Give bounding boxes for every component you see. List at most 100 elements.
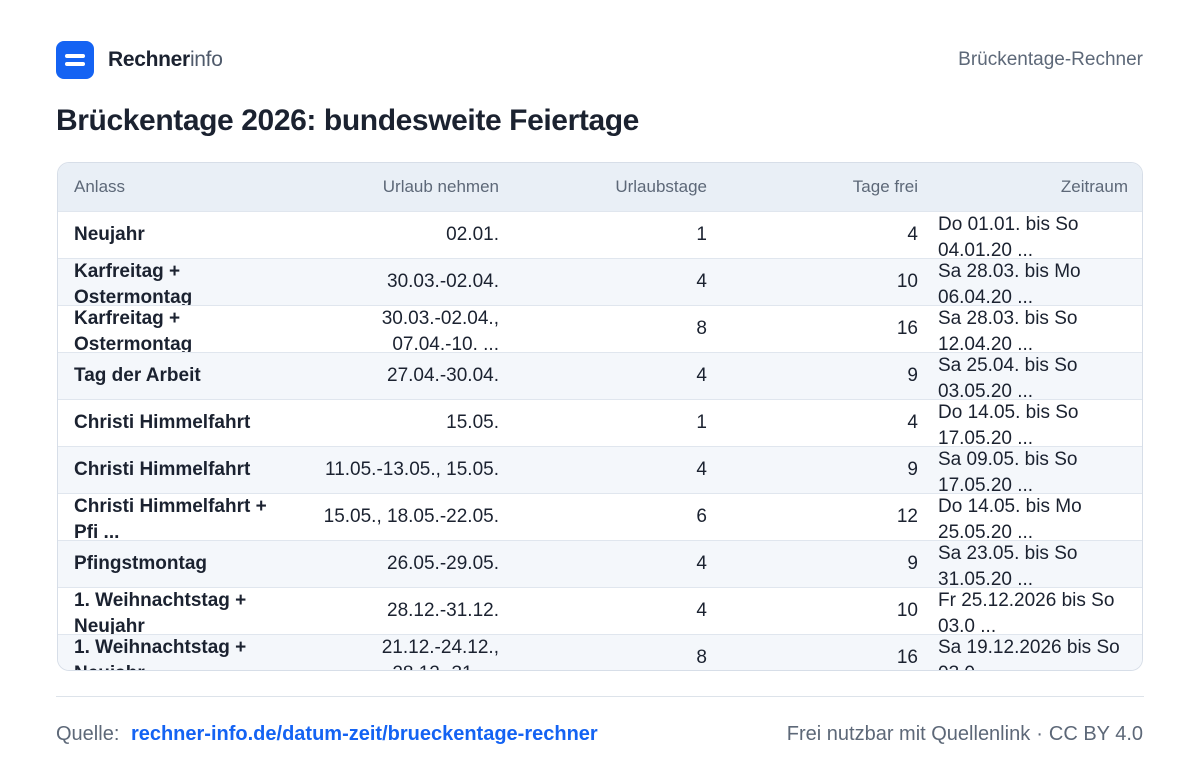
brand-name-strong: Rechner [108, 48, 190, 71]
cell-urlaub-nehmen-text: 28.12.-31.12. [387, 599, 499, 621]
cell-urlaub-nehmen: 30.03.-02.04., 07.04.-10. ... [303, 305, 515, 352]
cell-urlaubstage: 8 [515, 634, 723, 670]
brand-name: Rechnerinfo [108, 48, 223, 72]
table-row: Karfreitag + Ostermontag 30.03.-02.04. 4 10… [58, 258, 1142, 305]
source-line: Quelle: rechner-info.de/datum-zeit/bruec… [56, 723, 598, 746]
page-title: Brückentage 2026: bundesweite Feiertage [56, 104, 639, 137]
cell-tage-frei: 10 [723, 258, 934, 305]
calculator-name: Brückentage-Rechner [958, 49, 1143, 70]
cell-urlaub-nehmen: 28.12.-31.12. [303, 587, 515, 634]
page-header: Rechnerinfo Brückentage-Rechner [56, 40, 1143, 80]
cell-tage-frei-text: 10 [896, 599, 918, 621]
column-header-urlaub-nehmen: Urlaub nehmen [382, 176, 499, 196]
cell-tage-frei: 16 [723, 634, 934, 670]
table-row: Neujahr 02.01. 1 4 Do 01.01. bis So 04.01.20… [58, 211, 1142, 258]
cell-urlaubstage: 4 [515, 587, 723, 634]
cell-anlass-text: 1. Weihnachtstag + Neujahr [74, 636, 247, 671]
cell-urlaubstage-text: 4 [696, 552, 707, 574]
license-line: Frei nutzbar mit Quellenlink · CC BY 4.0 [787, 723, 1143, 746]
cell-urlaub-nehmen: 15.05. [303, 399, 515, 446]
cell-tage-frei-text: 9 [907, 458, 918, 480]
cell-zeitraum: Do 01.01. bis So 04.01.20 ... [934, 211, 1142, 258]
cell-urlaubstage-text: 4 [696, 364, 707, 386]
cell-zeitraum: Sa 28.03. bis So 12.04.20 ... [934, 305, 1142, 352]
license-separator: · [1036, 722, 1043, 745]
brand[interactable]: Rechnerinfo [56, 41, 223, 79]
cell-urlaub-nehmen-text: 21.12.-24.12., 28.12.-31. ... [381, 636, 499, 671]
cell-anlass-text: Christi Himmelfahrt [74, 458, 251, 480]
column-header-tage-frei: Tage frei [852, 176, 918, 196]
cell-zeitraum-text: Sa 09.05. bis So 17.05.20 ... [938, 448, 1078, 493]
table-row: Karfreitag + Ostermontag 30.03.-02.04., 0… [58, 305, 1142, 352]
source-link[interactable]: rechner-info.de/datum-zeit/brueckentage-… [130, 722, 598, 745]
cell-urlaub-nehmen: 27.04.-30.04. [303, 352, 515, 399]
cell-tage-frei: 10 [723, 587, 934, 634]
cell-anlass-text: Karfreitag + Ostermontag [74, 307, 193, 352]
cell-urlaubstage-text: 8 [696, 317, 707, 339]
cell-zeitraum-text: Do 14.05. bis Mo 25.05.20 ... [938, 495, 1082, 540]
cell-urlaubstage: 1 [515, 399, 723, 446]
cell-tage-frei: 4 [723, 399, 934, 446]
cell-zeitraum: Do 14.05. bis So 17.05.20 ... [934, 399, 1142, 446]
table-header-row: Anlass Urlaub nehmen Urlaubstage Tage fr… [58, 163, 1142, 211]
cell-urlaubstage-text: 4 [696, 599, 707, 621]
table-row: Christi Himmelfahrt 15.05. 1 4 Do 14.05. bis… [58, 399, 1142, 446]
cell-anlass-text: Tag der Arbeit [74, 364, 201, 386]
cell-zeitraum: Sa 09.05. bis So 17.05.20 ... [934, 446, 1142, 493]
cell-anlass: Christi Himmelfahrt + Pfi ... [58, 493, 303, 540]
cell-anlass: Neujahr [58, 211, 303, 258]
cell-urlaubstage-text: 4 [696, 270, 707, 292]
cell-anlass-text: Pfingstmontag [74, 552, 207, 574]
cell-urlaubstage: 6 [515, 493, 723, 540]
rechnerinfo-logo-icon [56, 41, 94, 79]
cell-tage-frei-text: 9 [907, 552, 918, 574]
cell-urlaubstage: 4 [515, 540, 723, 587]
brand-name-light: info [189, 48, 223, 71]
cell-urlaub-nehmen: 26.05.-29.05. [303, 540, 515, 587]
cell-anlass: 1. Weihnachtstag + Neujahr [58, 587, 303, 634]
cell-urlaubstage-text: 4 [696, 458, 707, 480]
cell-tage-frei: 9 [723, 446, 934, 493]
cell-urlaubstage-text: 1 [696, 411, 707, 433]
cell-zeitraum-text: Do 01.01. bis So 04.01.20 ... [938, 213, 1079, 258]
cell-zeitraum: Fr 25.12.2026 bis So 03.0 ... [934, 587, 1142, 634]
cell-urlaubstage-text: 8 [696, 646, 707, 668]
cell-urlaub-nehmen: 21.12.-24.12., 28.12.-31. ... [303, 634, 515, 671]
cell-zeitraum-text: Sa 25.04. bis So 03.05.20 ... [938, 354, 1078, 399]
cell-urlaub-nehmen-text: 27.04.-30.04. [387, 364, 499, 386]
cell-anlass: Tag der Arbeit [58, 352, 303, 399]
cell-tage-frei-text: 4 [907, 223, 918, 245]
cell-anlass: Christi Himmelfahrt [58, 446, 303, 493]
cell-tage-frei-text: 10 [896, 270, 918, 292]
cell-urlaub-nehmen-text: 11.05.-13.05., 15.05. [325, 458, 499, 480]
cell-zeitraum: Sa 19.12.2026 bis So 03.0 ... [934, 634, 1142, 671]
cell-tage-frei: 9 [723, 540, 934, 587]
cell-urlaubstage: 1 [515, 211, 723, 258]
cell-tage-frei-text: 4 [907, 411, 918, 433]
cell-zeitraum-text: Sa 19.12.2026 bis So 03.0 ... [938, 636, 1120, 671]
cell-anlass: Pfingstmontag [58, 540, 303, 587]
cell-urlaub-nehmen-text: 02.01. [446, 223, 499, 245]
table-row: 1. Weihnachtstag + Neujahr 28.12.-31.12. 4… [58, 587, 1142, 634]
cell-anlass: 1. Weihnachtstag + Neujahr [58, 634, 303, 671]
cell-urlaub-nehmen: 15.05., 18.05.-22.05. [303, 493, 515, 540]
cell-zeitraum-text: Sa 23.05. bis So 31.05.20 ... [938, 542, 1078, 587]
cell-anlass-text: Karfreitag + Ostermontag [74, 260, 193, 305]
cell-urlaub-nehmen: 11.05.-13.05., 15.05. [303, 446, 515, 493]
cell-tage-frei-text: 16 [896, 646, 918, 668]
cell-urlaub-nehmen-text: 26.05.-29.05. [387, 552, 499, 574]
cell-urlaub-nehmen: 02.01. [303, 211, 515, 258]
cell-zeitraum-text: Sa 28.03. bis Mo 06.04.20 ... [938, 260, 1081, 305]
table-row: Christi Himmelfahrt + Pfi ... 15.05., 18.… [58, 493, 1142, 540]
cell-tage-frei: 9 [723, 352, 934, 399]
cell-urlaub-nehmen-text: 30.03.-02.04., 07.04.-10. ... [381, 307, 499, 352]
cell-anlass: Christi Himmelfahrt [58, 399, 303, 446]
cell-zeitraum-text: Sa 28.03. bis So 12.04.20 ... [938, 307, 1078, 352]
cell-anlass: Karfreitag + Ostermontag [58, 305, 303, 352]
cell-tage-frei-text: 12 [896, 505, 918, 527]
table-row: Tag der Arbeit 27.04.-30.04. 4 9 Sa 25.04. b… [58, 352, 1142, 399]
cell-urlaubstage-text: 1 [696, 223, 707, 245]
cell-anlass-text: 1. Weihnachtstag + Neujahr [74, 589, 247, 634]
page-footer: Quelle: rechner-info.de/datum-zeit/bruec… [56, 718, 1143, 750]
cell-urlaubstage: 8 [515, 305, 723, 352]
